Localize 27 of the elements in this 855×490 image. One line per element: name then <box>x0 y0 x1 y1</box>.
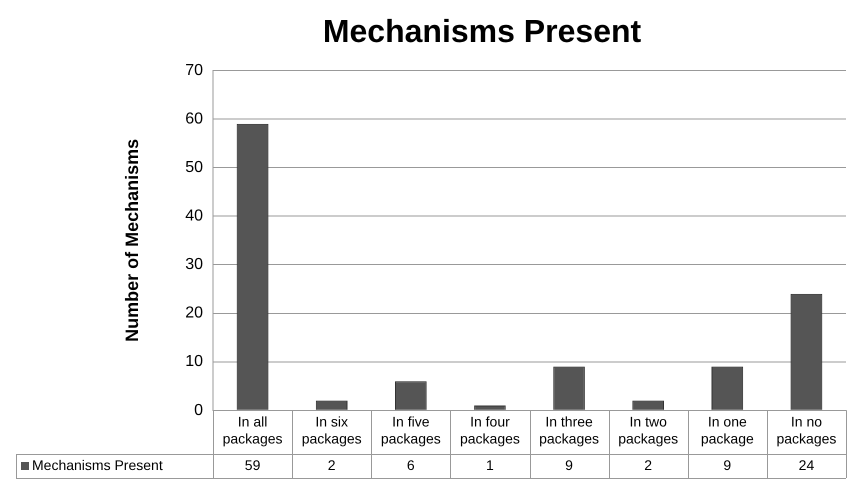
y-tick-label: 30 <box>185 256 204 274</box>
data-label: 9 <box>565 456 574 473</box>
data-label: 2 <box>644 456 652 473</box>
y-tick-label: 20 <box>185 304 204 322</box>
data-label: 6 <box>406 456 415 473</box>
data-label: 2 <box>328 456 336 473</box>
x-tick-label: In all packages <box>222 414 283 446</box>
y-tick-label: 0 <box>194 402 204 419</box>
y-tick-label: 40 <box>185 208 204 225</box>
legend-label: Mechanisms Present <box>32 456 163 473</box>
x-tick-label: In one package <box>700 414 754 446</box>
y-tick-label: 70 <box>185 62 204 79</box>
x-tick-label: In three packages <box>539 414 600 446</box>
x-tick-label: In six packages <box>302 414 362 446</box>
data-label: 59 <box>244 456 261 473</box>
y-axis-title: Number of Mechanisms <box>122 138 142 342</box>
x-tick-label: In no packages <box>776 414 836 446</box>
y-tick-label: 60 <box>185 110 204 128</box>
data-label: 9 <box>723 456 732 473</box>
data-label: 24 <box>798 456 814 473</box>
y-tick-label: 50 <box>185 158 204 176</box>
chart-title: Mechanisms Present <box>322 13 642 50</box>
y-tick-label: 10 <box>185 353 204 370</box>
data-label: 1 <box>486 456 494 473</box>
x-tick-label: In two packages <box>618 414 678 446</box>
x-tick-label: In four packages <box>460 414 520 446</box>
x-tick-label: In five packages <box>380 414 441 446</box>
